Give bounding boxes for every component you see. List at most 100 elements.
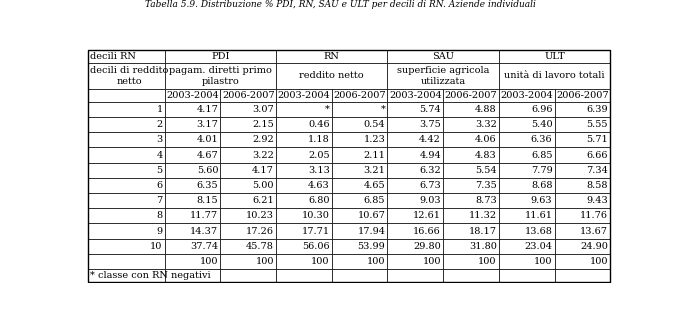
Text: 10: 10 [151,242,163,251]
Text: 10.23: 10.23 [246,211,274,220]
Bar [88,89,165,102]
Text: 4.17: 4.17 [252,166,274,175]
Bar [332,162,387,178]
Bar [88,117,165,132]
Bar [221,254,276,269]
Bar [332,148,387,162]
Bar [387,208,443,224]
Bar [221,102,276,117]
Text: 6.96: 6.96 [531,105,552,114]
Bar [165,224,221,238]
Bar [88,254,165,269]
Text: 100: 100 [478,257,496,266]
Text: 2.05: 2.05 [308,150,330,160]
Text: 2003-2004: 2003-2004 [278,91,330,100]
Bar [276,208,332,224]
Bar [443,254,499,269]
Bar [499,178,554,193]
Bar [165,193,221,208]
Bar [443,224,499,238]
Text: 2006-2007: 2006-2007 [222,91,274,100]
Text: 6.36: 6.36 [530,135,552,144]
Text: 6.39: 6.39 [586,105,608,114]
Text: 10.30: 10.30 [302,211,330,220]
Text: 6.32: 6.32 [419,166,441,175]
Text: 100: 100 [255,257,274,266]
Bar [165,238,221,254]
Bar [499,238,554,254]
Text: 37.74: 37.74 [190,242,219,251]
Text: 8.15: 8.15 [197,196,219,205]
Text: 12.61: 12.61 [413,211,441,220]
Bar [554,102,610,117]
Bar [554,148,610,162]
Text: 9.03: 9.03 [419,196,441,205]
Text: 100: 100 [590,257,608,266]
Text: Tabella 5.9. Distribuzione % PDI, RN, SAU e ULT per decili di RN. Aziende indivi: Tabella 5.9. Distribuzione % PDI, RN, SA… [145,0,536,9]
Bar [554,117,610,132]
Text: 6.35: 6.35 [197,181,219,190]
Bar [499,117,554,132]
Text: 8.58: 8.58 [586,181,608,190]
Bar [554,238,610,254]
Bar [387,269,443,282]
Text: 6.21: 6.21 [252,196,274,205]
Text: 2006-2007: 2006-2007 [556,91,609,100]
Bar [554,269,610,282]
Bar [276,224,332,238]
Bar [276,162,332,178]
Bar [221,178,276,193]
Bar [554,224,610,238]
Text: 11.77: 11.77 [190,211,219,220]
Text: pagam. diretti primo
pilastro: pagam. diretti primo pilastro [169,66,272,86]
Bar [276,254,332,269]
Text: 3.07: 3.07 [252,105,274,114]
Text: 11.61: 11.61 [524,211,552,220]
Bar [221,193,276,208]
Text: 29.80: 29.80 [413,242,441,251]
Text: 2003-2004: 2003-2004 [389,91,442,100]
Text: 11.76: 11.76 [580,211,608,220]
Text: 1.23: 1.23 [364,135,385,144]
Text: 4: 4 [157,150,163,160]
Text: 100: 100 [200,257,219,266]
Bar [443,102,499,117]
Text: 5.71: 5.71 [586,135,608,144]
Bar [221,148,276,162]
Bar [499,269,554,282]
Text: 9: 9 [157,226,163,236]
Text: 6.85: 6.85 [364,196,385,205]
Text: 100: 100 [534,257,552,266]
Text: 24.90: 24.90 [580,242,608,251]
Text: 3: 3 [157,135,163,144]
Text: SAU: SAU [432,52,454,61]
Bar [387,238,443,254]
Text: 4.01: 4.01 [197,135,219,144]
Text: 1: 1 [157,105,163,114]
Bar [554,89,610,102]
Bar [499,89,554,102]
Bar [276,117,332,132]
Text: 8.68: 8.68 [531,181,552,190]
Bar [88,63,165,89]
Bar [332,102,387,117]
Bar [443,269,499,282]
Bar [88,132,165,148]
Bar [165,63,276,89]
Text: 5.00: 5.00 [253,181,274,190]
Bar [554,132,610,148]
Bar [499,50,610,63]
Text: 2003-2004: 2003-2004 [166,91,219,100]
Text: 3.22: 3.22 [252,150,274,160]
Text: 3.21: 3.21 [364,166,385,175]
Text: 18.17: 18.17 [469,226,496,236]
Bar [443,117,499,132]
Text: 56.06: 56.06 [302,242,330,251]
Bar [332,238,387,254]
Bar [332,193,387,208]
Bar [332,208,387,224]
Text: ULT: ULT [544,52,565,61]
Bar [387,117,443,132]
Bar [221,89,276,102]
Bar [387,89,443,102]
